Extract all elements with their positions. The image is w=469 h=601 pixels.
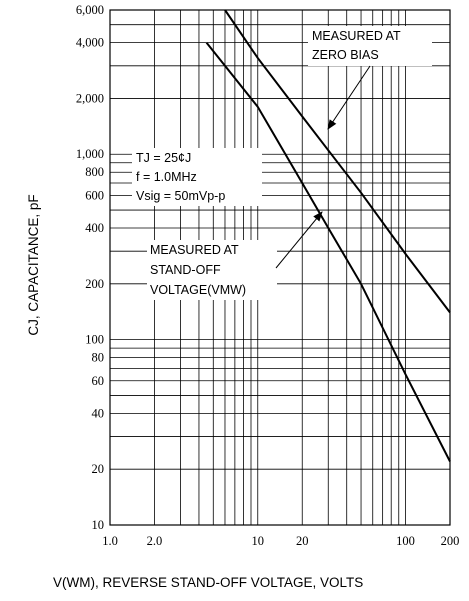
x-tick-label: 1.0: [102, 534, 118, 548]
x-tick-label: 2.0: [147, 534, 163, 548]
standoff-line2: STAND-OFF: [150, 263, 221, 277]
plot-frame: [109, 9, 451, 526]
standoff-voltage-curve: [205, 41, 451, 462]
y-tick-label: 4,000: [76, 36, 104, 50]
y-tick-label: 1,000: [76, 147, 104, 161]
conditions-annotation: TJ = 25¢J f = 1.0MHz Vsig = 50mVp-p: [132, 148, 262, 206]
y-tick-label: 2,000: [76, 91, 104, 105]
y-tick-label: 40: [92, 406, 105, 420]
y-tick-label: 6,000: [76, 3, 104, 17]
y-tick-label: 400: [85, 221, 104, 235]
condition-frequency: f = 1.0MHz: [136, 170, 197, 184]
y-tick-label: 20: [92, 462, 105, 476]
y-tick-label: 100: [85, 333, 104, 347]
y-tick-label: 60: [92, 374, 105, 388]
x-tick-label: 200: [441, 534, 460, 548]
x-tick-labels: 1.0 2.0 10 20 100 200: [102, 534, 459, 548]
y-tick-label: 200: [85, 277, 104, 291]
x-tick-label: 10: [252, 534, 265, 548]
y-tick-labels: 10 20 40 60 80 100 200 400 600 800 1,000 2,000 4,000…: [76, 3, 104, 532]
standoff-line1: MEASURED AT: [150, 243, 239, 257]
y-tick-label: 600: [85, 188, 104, 202]
zero-bias-line2: ZERO BIAS: [312, 48, 379, 62]
y-axis-label: CJ, CAPACITANCE, pF: [26, 194, 41, 335]
condition-tj: TJ = 25¢J: [136, 151, 191, 165]
zero-bias-annotation: MEASURED AT ZERO BIAS: [308, 26, 432, 66]
zero-bias-curve: [224, 9, 451, 314]
y-tick-label: 80: [92, 351, 105, 365]
condition-vsig: Vsig = 50mVp-p: [136, 189, 225, 203]
curves: [205, 9, 451, 462]
standoff-annotation: MEASURED AT STAND-OFF VOLTAGE(VMW): [147, 240, 277, 300]
x-tick-label: 100: [396, 534, 415, 548]
y-tick-label: 800: [85, 165, 104, 179]
x-tick-label: 20: [296, 534, 309, 548]
zero-bias-arrow: [327, 65, 371, 130]
x-axis-label: V(WM), REVERSE STAND-OFF VOLTAGE, VOLTS: [53, 575, 363, 590]
zero-bias-line1: MEASURED AT: [312, 29, 401, 43]
standoff-line3: VOLTAGE(VMW): [150, 283, 246, 297]
standoff-arrow: [275, 211, 323, 269]
y-tick-label: 10: [92, 518, 105, 532]
